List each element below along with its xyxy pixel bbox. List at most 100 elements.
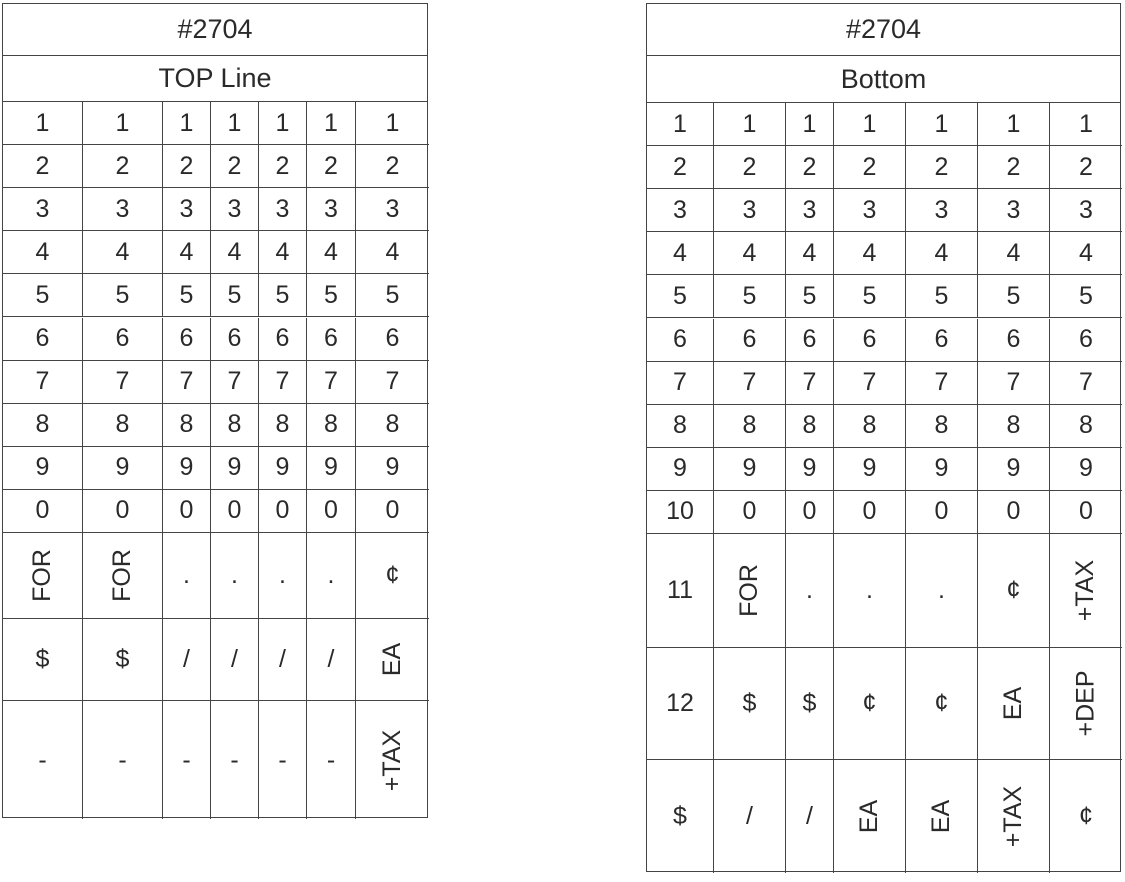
- table-cell: 3: [1050, 189, 1122, 233]
- table-cell: FOR: [714, 534, 786, 648]
- table-cell: +TAX: [356, 701, 429, 819]
- cell-text: 4: [179, 237, 194, 266]
- cell-text: 7: [275, 367, 290, 396]
- table-cell: 9: [163, 446, 211, 490]
- table-cell: 2: [83, 145, 163, 189]
- table-cell: 8: [307, 403, 356, 447]
- left-key-table: #2704 TOP Line 1 1 1 1 1 1 1 2 2 2 2 2 2 2 3 3 3 3 3 3 3 4 4 4 4…: [2, 3, 429, 819]
- cell-text: 8: [1006, 411, 1021, 440]
- table-cell: 3: [259, 188, 307, 232]
- table-cell: 3: [163, 188, 211, 232]
- cell-text: 9: [275, 453, 290, 482]
- table-cell: 9: [1050, 448, 1122, 491]
- table-cell: 1: [163, 102, 211, 146]
- cell-text: -: [182, 745, 191, 774]
- table-cell: 7: [647, 361, 714, 405]
- cell-text: ¢: [934, 689, 949, 717]
- cell-text: .: [183, 561, 190, 589]
- table-cell: 6: [834, 318, 906, 362]
- cell-text: 3: [1079, 195, 1093, 224]
- table-cell: 4: [307, 231, 356, 275]
- cell-text: 8: [385, 410, 400, 439]
- table-cell: 5: [259, 274, 307, 318]
- cell-text: $: [742, 689, 757, 717]
- cell-text: .: [938, 576, 945, 604]
- table-cell: ¢: [356, 533, 429, 619]
- cell-text: 1: [275, 108, 290, 137]
- cell-text: 4: [673, 238, 687, 267]
- table-cell: EA: [906, 760, 978, 873]
- table-cell: 6: [307, 317, 356, 361]
- cell-text: 0: [179, 496, 194, 525]
- table-cell: 3: [714, 189, 786, 233]
- table-cell: .: [211, 533, 259, 619]
- table-cell: EA: [834, 760, 906, 873]
- table-cell: .: [834, 534, 906, 648]
- cell-text: 9: [934, 454, 949, 483]
- table-cell: 8: [163, 403, 211, 447]
- table-cell: -: [307, 701, 356, 819]
- table-cell: 6: [356, 318, 429, 361]
- table-cell: +TAX: [1050, 534, 1122, 648]
- cell-text: 8: [673, 411, 687, 440]
- table-cell: 9: [714, 447, 786, 491]
- table-cell: 2: [211, 145, 259, 189]
- cell-text: 1: [742, 109, 757, 138]
- cell-text: 0: [227, 496, 242, 525]
- table-cell: 1: [356, 102, 429, 146]
- table-cell: 4: [647, 232, 714, 276]
- cell-text: 0: [1006, 497, 1021, 526]
- cell-text: 5: [179, 280, 194, 309]
- table-cell: 6: [259, 317, 307, 361]
- cell-text: 5: [1006, 281, 1021, 310]
- cell-text: 7: [179, 367, 194, 396]
- cell-text: 6: [673, 325, 687, 354]
- cell-text: ¢: [862, 689, 877, 717]
- table-cell: 3: [211, 188, 259, 232]
- cell-text: 3: [115, 194, 130, 223]
- cell-text: 6: [275, 324, 290, 353]
- cell-text: FOR: [735, 564, 763, 617]
- cell-text: 6: [862, 325, 877, 354]
- table-cell: 3: [356, 188, 429, 232]
- table-cell: 8: [259, 403, 307, 447]
- cell-text: 1: [385, 108, 400, 137]
- table-cell: 8: [834, 404, 906, 448]
- cell-text: 1: [934, 109, 949, 138]
- cell-text: EA: [377, 642, 406, 677]
- table-cell: 2: [1050, 146, 1122, 190]
- table-cell: /: [259, 619, 307, 701]
- cell-text: 5: [934, 281, 949, 310]
- cell-text: .: [231, 561, 238, 589]
- table-cell: 2: [786, 146, 834, 190]
- table-cell: 0: [356, 490, 429, 533]
- table-cell: 6: [647, 318, 714, 362]
- table-cell: $: [647, 760, 714, 873]
- table-cell: 4: [834, 232, 906, 276]
- table-cell: 2: [834, 146, 906, 190]
- table-cell: 8: [211, 403, 259, 447]
- table-cell: ¢: [834, 648, 906, 760]
- cell-text: -: [38, 745, 47, 774]
- table-cell: 6: [3, 317, 83, 361]
- table-cell: $: [786, 648, 834, 760]
- table-cell: ¢: [978, 534, 1050, 648]
- table-cell: 4: [356, 231, 429, 275]
- cell-text: 0: [1079, 497, 1093, 526]
- table-cell: 7: [211, 360, 259, 404]
- table-cell: 7: [83, 360, 163, 404]
- cell-text: 2: [934, 152, 949, 181]
- cell-text: 9: [802, 454, 817, 483]
- cell-text: 6: [179, 324, 194, 353]
- cell-text: 2: [35, 151, 50, 180]
- table-cell: 2: [647, 146, 714, 190]
- cell-text: 8: [802, 411, 817, 440]
- cell-text: 2: [227, 151, 242, 180]
- table-cell: /: [786, 760, 834, 873]
- cell-text: 1: [35, 108, 50, 137]
- table-cell: 5: [978, 275, 1050, 319]
- table-cell: 0: [786, 490, 834, 534]
- table-cell: 6: [1050, 319, 1122, 362]
- table-cell: 9: [211, 446, 259, 490]
- table-cell: 1: [714, 103, 786, 147]
